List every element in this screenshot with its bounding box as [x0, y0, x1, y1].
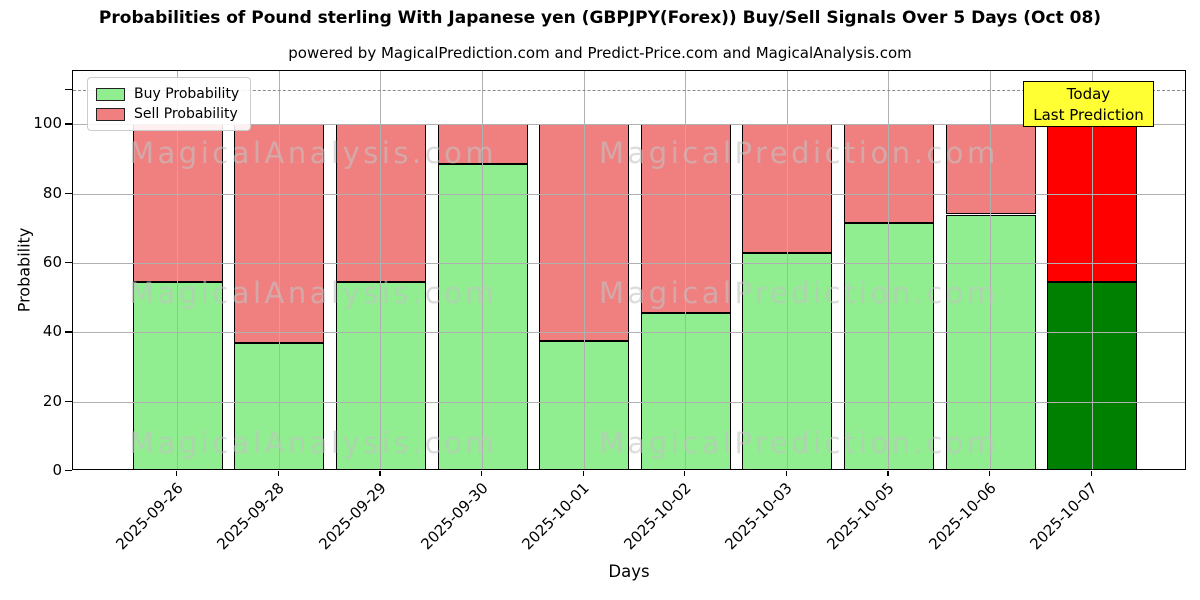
- h-gridline: [73, 332, 1185, 334]
- y-tick-mark: [65, 192, 72, 194]
- plot-area: Buy Probability Sell Probability Today L…: [72, 70, 1186, 470]
- v-gridline: [1091, 71, 1093, 469]
- h-gridline: [73, 124, 1185, 126]
- today-annotation-line1: Today: [1066, 85, 1111, 103]
- y-tick-label: 20: [42, 391, 62, 410]
- y-tick-label: 100: [33, 114, 62, 133]
- v-gridline: [990, 71, 991, 469]
- x-tick-mark: [785, 471, 788, 476]
- legend-label-buy: Buy Probability: [134, 86, 240, 102]
- x-tick-mark: [989, 471, 991, 476]
- chart-subtitle: powered by MagicalPrediction.com and Pre…: [288, 44, 912, 62]
- legend-item-sell: Sell Probability: [96, 104, 239, 124]
- v-gridline: [380, 71, 382, 469]
- v-gridline: [583, 71, 585, 469]
- legend: Buy Probability Sell Probability: [87, 77, 252, 131]
- x-tick-mark: [582, 471, 584, 476]
- watermark-text: MagicalPrediction.com: [599, 276, 999, 310]
- x-tick-mark: [481, 471, 483, 476]
- watermark-text: MagicalAnalysis.com: [129, 426, 498, 460]
- x-tick-mark: [1090, 471, 1092, 476]
- y-tick-mark: [65, 400, 72, 402]
- legend-swatch-sell-icon: [96, 107, 125, 121]
- x-tick-mark: [887, 471, 889, 476]
- y-tick-mark: [65, 88, 72, 90]
- v-gridline: [888, 71, 890, 469]
- v-gridline: [685, 71, 687, 469]
- x-tick-mark: [379, 471, 381, 476]
- h-gridline: [73, 193, 1185, 195]
- y-tick-mark: [65, 331, 72, 333]
- watermark-text: MagicalPrediction.com: [599, 136, 999, 170]
- x-tick-mark: [176, 471, 178, 476]
- y-tick-label: 0: [52, 461, 62, 479]
- x-tick-mark: [684, 471, 686, 476]
- y-tick-mark: [65, 262, 72, 264]
- y-tick-label: 40: [42, 322, 62, 341]
- legend-swatch-buy-icon: [96, 87, 125, 101]
- today-annotation-line2: Last Prediction: [1033, 106, 1144, 124]
- watermark-text: MagicalPrediction.com: [599, 426, 999, 460]
- x-tick-mark: [277, 471, 280, 476]
- v-gridline: [786, 71, 788, 469]
- today-annotation: Today Last Prediction: [1023, 81, 1154, 127]
- legend-label-sell: Sell Probability: [134, 106, 238, 122]
- y-tick-label: 80: [42, 183, 62, 202]
- h-gridline: [73, 401, 1185, 403]
- threshold-dashed-line: [73, 89, 1185, 91]
- chart-title: Probabilities of Pound sterling With Jap…: [98, 8, 1102, 28]
- x-axis-label: Days: [608, 562, 650, 581]
- y-tick-label: 60: [42, 253, 62, 272]
- h-gridline: [73, 263, 1185, 265]
- v-gridline: [278, 71, 280, 469]
- y-tick-mark: [65, 123, 72, 125]
- watermark-text: MagicalAnalysis.com: [129, 276, 498, 310]
- y-tick-mark: [65, 470, 72, 472]
- v-gridline: [177, 71, 179, 469]
- legend-item-buy: Buy Probability: [96, 84, 239, 104]
- v-gridline: [482, 71, 483, 469]
- watermark-text: MagicalAnalysis.com: [129, 136, 498, 170]
